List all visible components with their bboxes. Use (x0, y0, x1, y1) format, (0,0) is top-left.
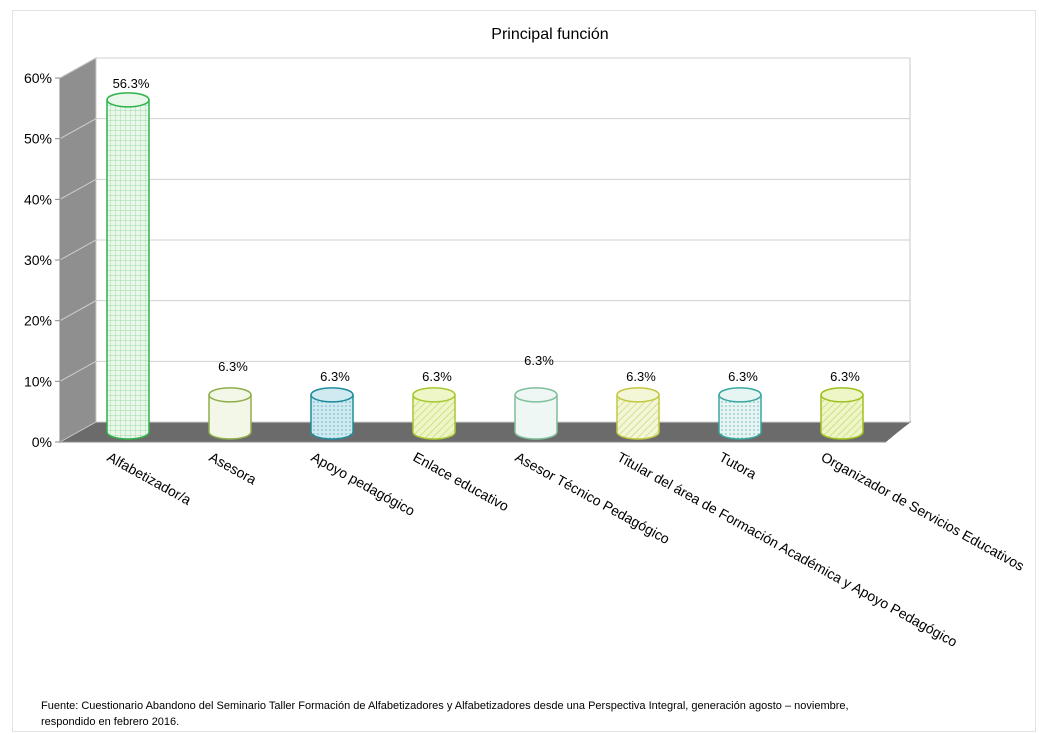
bar-top (820, 387, 864, 403)
y-tick-label: 10% (24, 373, 52, 389)
bar-top (616, 387, 660, 403)
bar-top (412, 387, 456, 403)
gridline (59, 57, 910, 79)
chart-frame (12, 10, 1036, 732)
data-label: 6.3% (830, 369, 860, 384)
bar-pattern (617, 394, 659, 439)
bar (106, 92, 150, 440)
bar-body (514, 394, 558, 440)
y-tick-label: 30% (24, 252, 52, 268)
chart-title: Principal función (491, 26, 608, 43)
floor-edge (60, 422, 910, 442)
bar-pattern (719, 394, 761, 439)
data-label: 6.3% (320, 369, 350, 384)
y-tick-label: 0% (32, 434, 52, 450)
x-axis-categories: Alfabetizador/a Asesora Apoyo pedagógicoEn… (105, 449, 1028, 650)
y-tick-label: 40% (24, 191, 52, 207)
bar (208, 387, 252, 440)
data-label: 6.3% (218, 359, 248, 374)
bar (616, 387, 660, 440)
category-label: Alfabetizador/a (105, 449, 195, 508)
bar-top (208, 387, 252, 403)
data-label: 6.3% (422, 369, 452, 384)
bar (412, 387, 456, 440)
gridline (59, 300, 910, 322)
gridline (59, 239, 910, 261)
bar-pattern (821, 394, 863, 439)
data-label: 6.3% (728, 369, 758, 384)
data-labels: 56.3% 6.3% 6.3% 6.3% 6.3% 6.3% 6.3% 6.3% (113, 76, 861, 384)
bar (820, 387, 864, 440)
bar-pattern (311, 394, 353, 439)
category-label: Enlace educativo (411, 449, 512, 515)
bar (718, 387, 762, 440)
data-label: 6.3% (524, 353, 554, 368)
bar-top (514, 387, 558, 403)
category-label: Titular del área de Formación Académica … (615, 449, 961, 650)
plot-walls (58, 57, 912, 443)
data-label: 6.3% (626, 369, 656, 384)
y-tick-label: 60% (24, 70, 52, 86)
y-axis-ticks: 0% 10% 20% 30% 40% 50% 60% (24, 70, 886, 450)
bar-body (208, 394, 252, 440)
category-label: Apoyo pedagógico (309, 449, 418, 519)
category-label: Asesora (207, 449, 260, 488)
gridline (59, 118, 910, 140)
bar-pattern (413, 394, 455, 439)
bar-top (106, 92, 150, 108)
bar-top (310, 387, 354, 403)
y-tick-label: 50% (24, 131, 52, 147)
category-label: Organizador de Servicios Educativos (819, 449, 1028, 574)
gridline (59, 360, 910, 382)
gridline (59, 178, 910, 200)
y-tick-label: 20% (24, 313, 52, 329)
bar-pattern (107, 99, 149, 439)
bar-top (718, 387, 762, 403)
bar (310, 387, 354, 440)
bar (514, 387, 558, 440)
category-label: Tutora (717, 449, 760, 482)
source-note: Fuente: Cuestionario Abandono del Semina… (41, 700, 849, 728)
bars (106, 92, 864, 440)
data-label: 56.3% (113, 76, 150, 91)
